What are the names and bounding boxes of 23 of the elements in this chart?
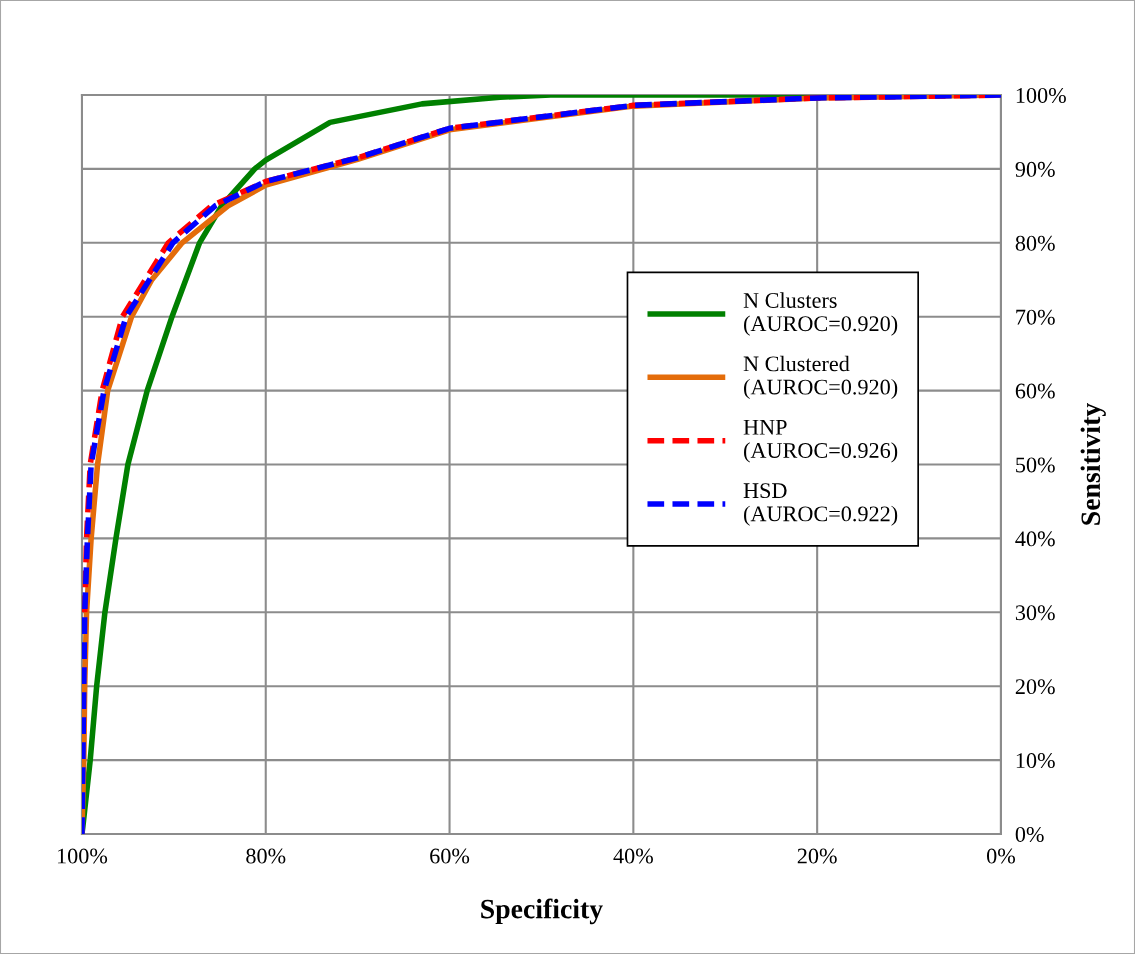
legend-label: N Clusters (AUROC=0.920): [743, 292, 898, 336]
legend-label: HSD (AUROC=0.922): [743, 483, 898, 526]
legend-label: N Clustered (AUROC=0.920): [743, 355, 898, 400]
x-axis-title: Specificity: [481, 898, 603, 925]
y-tick-label: 10%: [1016, 753, 1055, 769]
x-tick-label: 100%: [57, 848, 108, 864]
y-tick-label: 80%: [1015, 235, 1055, 251]
y-tick-label: 60%: [1015, 383, 1055, 399]
y-tick-label: 90%: [1015, 161, 1055, 177]
y-tick-label: 50%: [1016, 457, 1055, 473]
legend-label: HNP (AUROC=0.926): [743, 419, 898, 463]
x-tick-label: 60%: [430, 848, 470, 864]
y-tick-label: 100%: [1016, 87, 1066, 104]
x-tick-label: 40%: [613, 848, 653, 864]
y-tick-label: 40%: [1015, 531, 1055, 547]
y-tick-label: 20%: [1015, 679, 1055, 695]
x-tick-label: 80%: [246, 848, 286, 864]
x-tick-label: 0%: [986, 848, 1016, 864]
y-tick-label: 30%: [1015, 605, 1055, 621]
y-axis-title: Sensitivity: [1080, 403, 1106, 525]
x-tick-label: 20%: [797, 848, 837, 864]
y-tick-label: 0%: [1015, 826, 1044, 842]
y-tick-label: 70%: [1016, 309, 1055, 325]
